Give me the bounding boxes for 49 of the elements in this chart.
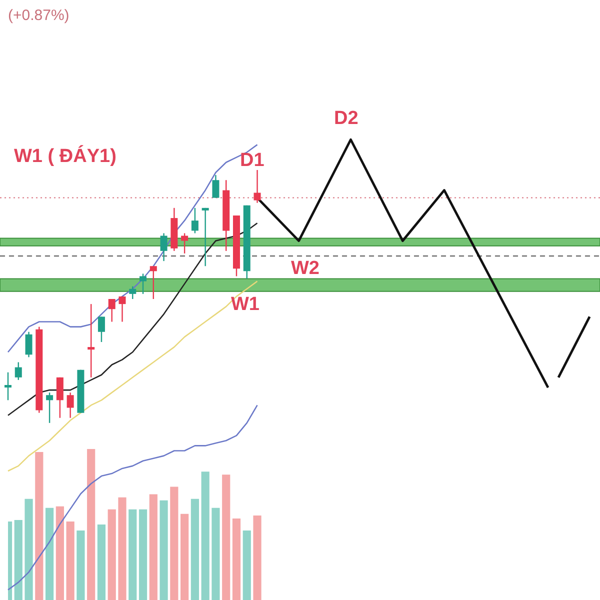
text: D2 — [334, 108, 358, 129]
candlestick — [118, 296, 126, 322]
bar — [97, 524, 106, 600]
bar — [128, 509, 137, 600]
bar — [232, 518, 241, 600]
bar — [138, 509, 148, 600]
candlestick — [108, 298, 116, 322]
bar — [108, 509, 116, 600]
text: (+0.87%) — [8, 7, 70, 24]
bar — [24, 498, 33, 600]
bar — [201, 472, 210, 600]
bar — [180, 514, 189, 600]
candlestick — [129, 286, 136, 300]
candlestick — [88, 303, 95, 378]
candlestick — [160, 232, 168, 262]
candlestick — [56, 376, 64, 418]
bar — [253, 515, 262, 600]
candlestick — [98, 316, 105, 343]
candlestick — [4, 372, 12, 401]
annotation: W2 — [291, 258, 320, 279]
bar — [35, 452, 44, 600]
candlestick — [46, 392, 54, 424]
bar — [160, 500, 168, 600]
bar — [56, 506, 64, 600]
bar — [66, 521, 74, 600]
bar — [76, 530, 85, 600]
bar — [212, 508, 220, 600]
bar — [242, 530, 251, 600]
candlestick — [191, 207, 198, 234]
candlestick — [202, 207, 209, 267]
bar — [87, 449, 96, 600]
candlestick — [254, 169, 261, 204]
bar — [149, 494, 158, 600]
candlestick — [140, 273, 147, 295]
text: W1 ( ĐÁY1) — [14, 145, 116, 167]
candlestick — [66, 392, 74, 418]
candlestick — [14, 362, 22, 381]
candlestick — [150, 266, 157, 300]
candlestick — [181, 232, 188, 254]
bar — [190, 498, 199, 600]
annotation: W1 — [231, 294, 260, 315]
annotation: D1 — [240, 150, 265, 171]
bar — [14, 520, 22, 600]
bar — [45, 508, 54, 600]
bar — [170, 486, 178, 600]
candlestick — [212, 174, 220, 198]
candlestick — [25, 331, 32, 358]
bar — [222, 474, 230, 600]
bar — [118, 497, 126, 600]
